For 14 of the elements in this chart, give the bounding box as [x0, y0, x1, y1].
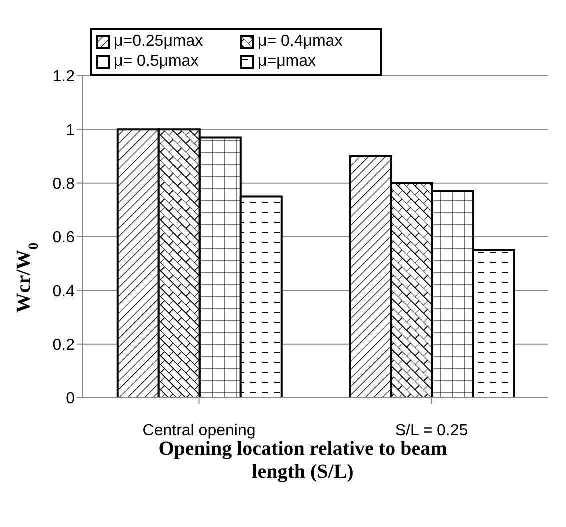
y-tick-label: 0.4 [52, 283, 76, 300]
y-tick-label: 0.2 [52, 337, 76, 354]
legend-label: μ=0.25μmax [114, 32, 204, 52]
y-tick-label: 0.8 [52, 176, 76, 194]
legend-label: μ= 0.4μmax [258, 32, 343, 52]
y-tick-label: 0 [66, 390, 76, 408]
y-tick-label: 0.6 [52, 230, 76, 247]
x-tick-label: Central opening [142, 422, 256, 440]
y-tick-label: 1 [66, 122, 76, 140]
y-tick-label: 1.2 [52, 68, 76, 86]
x-axis-title: Opening location relative to beam length (S/L) [158, 438, 448, 484]
legend-label: μ= 0.5μmax [114, 52, 199, 72]
x-tick-label: S/L = 0.25 [395, 422, 468, 440]
legend-label: μ=μmax [258, 52, 316, 72]
